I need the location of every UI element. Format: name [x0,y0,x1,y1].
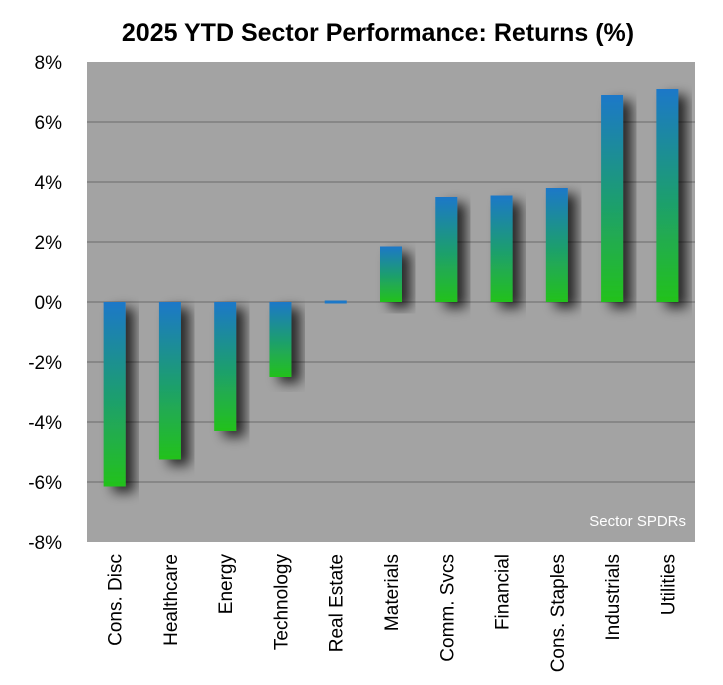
y-tick-label: -4% [28,413,62,434]
bar-cons-staples [545,188,568,302]
source-annotation: Sector SPDRs [589,513,686,530]
x-tick-label: Energy [216,554,237,615]
bar-comm-svcs [435,197,458,302]
x-tick-label: Utilities [658,554,679,615]
bar-healthcare [158,302,181,460]
y-tick-label: -6% [28,473,62,494]
x-tick-label: Comm. Svcs [437,554,458,662]
x-tick-label: Real Estate [327,554,348,652]
x-axis-ticks: Cons. Disc Healthcare Energy Technology Real… [106,554,680,673]
bars [103,89,679,487]
bar-materials [380,246,402,302]
y-tick-label: -8% [28,533,62,554]
y-tick-label: -2% [28,353,62,374]
x-tick-label: Industrials [603,554,624,641]
y-tick-label: 6% [35,113,63,134]
bar-energy [214,302,237,431]
x-tick-label: Financial [493,554,514,630]
y-tick-label: 4% [35,173,63,194]
y-axis-ticks: 8% 6% 4% 2% 0% -2% -4% -6% -8% [28,53,62,554]
bar-utilities [656,89,679,302]
y-tick-label: 8% [35,53,63,74]
bar-cons-disc [103,302,126,487]
bar-financial [490,195,513,302]
bar-industrials [601,95,624,302]
chart-title: 2025 YTD Sector Performance: Returns (%) [122,19,634,47]
y-tick-label: 0% [35,293,63,314]
x-tick-label: Technology [271,554,292,651]
bar-technology [269,302,292,377]
x-tick-label: Cons. Disc [106,554,127,646]
x-tick-label: Materials [382,554,403,631]
bar-real-estate [324,300,347,304]
gridlines [87,121,695,483]
x-tick-label: Healthcare [161,554,182,646]
x-tick-label: Cons. Staples [548,554,569,672]
y-tick-label: 2% [35,233,63,254]
